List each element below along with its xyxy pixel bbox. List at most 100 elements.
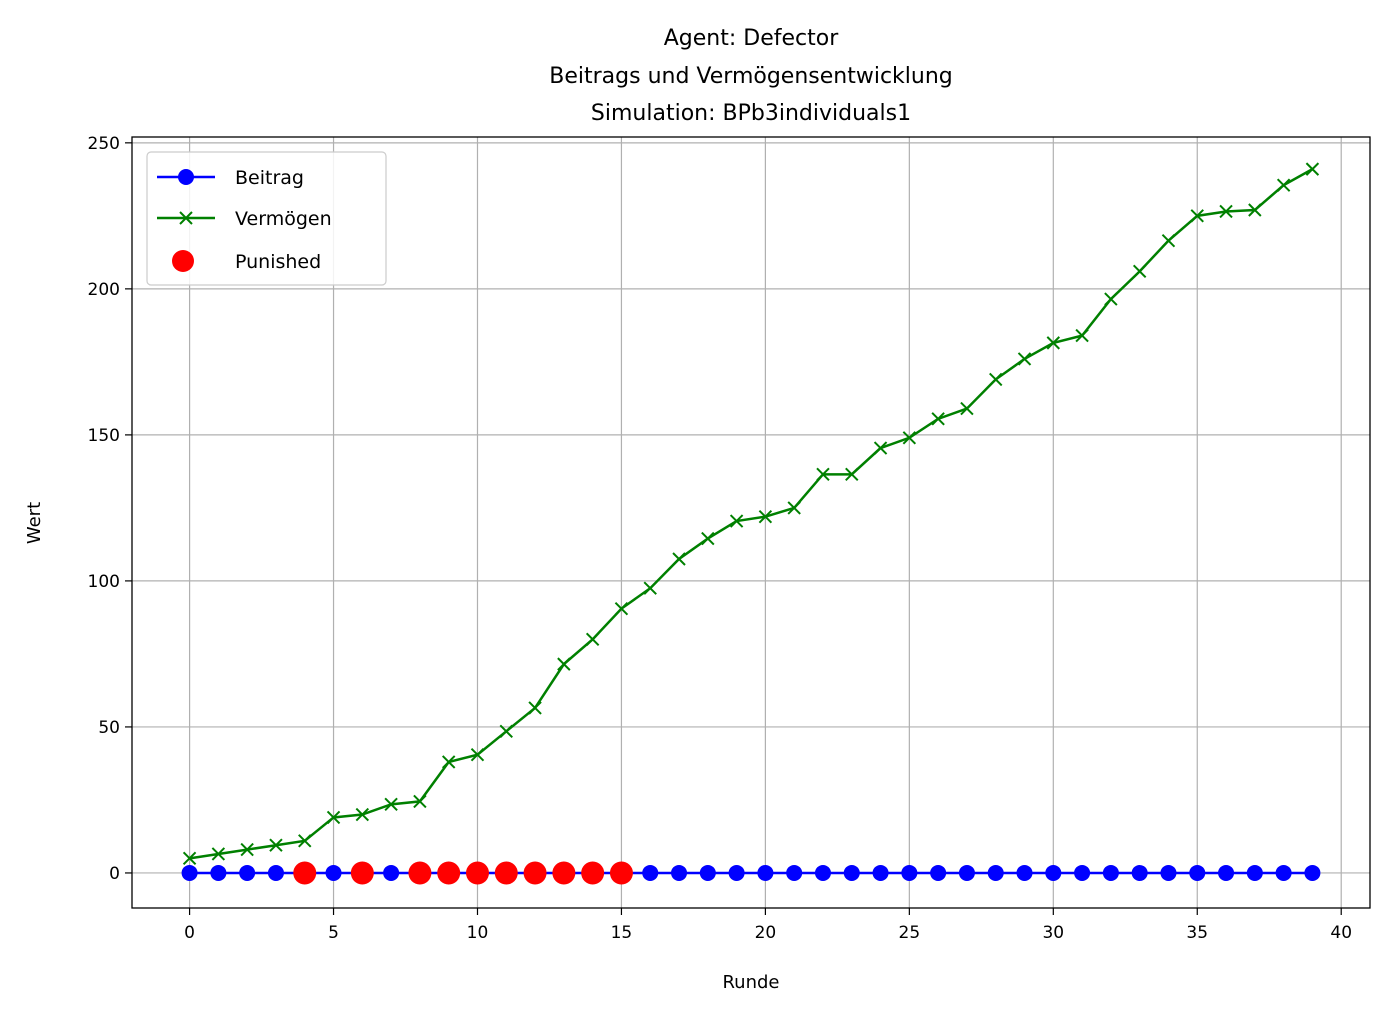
punished-point (494, 861, 518, 885)
punished-point (552, 861, 576, 885)
y-axis-label: Wert (24, 502, 45, 544)
punished-point (437, 861, 461, 885)
vermoegen-point (1161, 233, 1176, 248)
punished-point (350, 861, 374, 885)
beitrag-point (239, 864, 256, 881)
beitrag-point (1218, 864, 1235, 881)
legend: Beitrag Vermögen Punished (146, 151, 387, 286)
vermoegen-point (298, 834, 312, 848)
vermoegen-point (1219, 204, 1233, 219)
vermoegen-point (989, 372, 1003, 387)
vermoegen-series-line (189, 168, 1314, 860)
x-tick-label: 15 (611, 923, 633, 943)
vermoegen-point (355, 807, 370, 822)
legend-item-vermoegen: Vermögen (157, 208, 332, 230)
beitrag-point (671, 864, 688, 881)
beitrag-point (1045, 864, 1062, 881)
title-line-1: Agent: Defector (664, 26, 839, 51)
punished-point (523, 861, 547, 885)
axis-ticks: 0 5 10 15 20 25 30 35 40 0 50 100 150 200 250 (88, 134, 1352, 943)
vermoegen-point (326, 810, 341, 825)
beitrag-point (786, 864, 803, 881)
beitrag-point (383, 864, 400, 881)
y-tick-label: 250 (88, 134, 120, 154)
legend-vermoegen-marker (179, 211, 193, 225)
grid (132, 137, 1370, 908)
beitrag-point (872, 864, 889, 881)
beitrag-point (699, 864, 716, 881)
vermoegen-point (585, 632, 600, 647)
punished-point (581, 861, 605, 885)
vermoegen-point (787, 501, 801, 515)
beitrag-point (987, 864, 1004, 881)
y-tick-label: 100 (88, 572, 120, 592)
vermoegen-point (1075, 328, 1089, 343)
axes-frame (131, 136, 1371, 909)
vermoegen-point (211, 847, 226, 861)
vermoegen-point (643, 581, 657, 595)
legend-vermoegen-label: Vermögen (235, 208, 332, 230)
beitrag-point (901, 864, 918, 881)
legend-box (146, 151, 387, 286)
vermoegen-point (441, 755, 456, 769)
beitrag-point (1304, 864, 1321, 881)
beitrag-point (1102, 864, 1119, 881)
vermoegen-point (499, 724, 513, 739)
vermoegen-point (1017, 352, 1032, 366)
vermoegen-point (470, 747, 485, 762)
beitrag-point (814, 864, 831, 881)
y-tick-label: 50 (98, 718, 120, 738)
beitrag-point (210, 864, 227, 881)
punished-point (408, 861, 432, 885)
beitrag-point (1275, 864, 1292, 881)
x-tick-label: 40 (1330, 923, 1352, 943)
vermoegen-point (931, 412, 945, 426)
vermoegen-point (1104, 292, 1118, 306)
legend-item-punished: Punished (172, 250, 321, 273)
punished-point (465, 861, 489, 885)
vermoegen-point (873, 441, 888, 455)
vermoegen-point (528, 701, 542, 715)
legend-item-beitrag: Beitrag (157, 167, 304, 189)
vermoegen-point (1276, 178, 1291, 192)
x-axis-label: Runde (722, 972, 779, 993)
x-tick-label: 20 (755, 923, 777, 943)
beitrag-point (930, 864, 947, 881)
vermoegen-point (701, 531, 715, 546)
chart-title: Agent: Defector Beitrags und Vermögensen… (549, 26, 953, 126)
vermoegen-point (413, 794, 427, 809)
vermoegen-point (729, 514, 744, 528)
vermoegen-point (1046, 336, 1061, 350)
beitrag-point (728, 864, 745, 881)
x-tick-label: 30 (1042, 923, 1064, 943)
vermoegen-point (269, 838, 283, 852)
punished-point (293, 861, 317, 885)
punished-point (609, 861, 633, 885)
y-tick-label: 200 (88, 280, 120, 300)
x-tick-label: 10 (467, 923, 489, 943)
vermoegen-point (182, 851, 197, 866)
title-line-3: Simulation: BPb3individuals1 (591, 101, 911, 126)
vermoegen-point (1248, 203, 1262, 217)
beitrag-point (1246, 864, 1263, 881)
vermoegen-point (672, 552, 686, 566)
vermoegen-point (960, 401, 974, 416)
vermoegen-point (384, 797, 398, 812)
beitrag-point (1189, 864, 1206, 881)
legend-beitrag-label: Beitrag (235, 167, 304, 189)
beitrag-point (1160, 864, 1177, 881)
vermoegen-point (240, 842, 254, 857)
beitrag-point (267, 864, 284, 881)
legend-punished-label: Punished (235, 251, 321, 273)
plot-area (181, 162, 1321, 885)
title-line-2: Beitrags und Vermögensentwicklung (549, 64, 953, 89)
legend-punished-marker (172, 250, 194, 272)
beitrag-point (1016, 864, 1033, 881)
x-tick-label: 35 (1186, 923, 1208, 943)
vermoegen-point (1305, 162, 1320, 176)
vermoegen-point (614, 601, 629, 616)
beitrag-point (757, 864, 774, 881)
vermoegen-point (1132, 264, 1147, 279)
x-tick-label: 5 (328, 923, 339, 943)
